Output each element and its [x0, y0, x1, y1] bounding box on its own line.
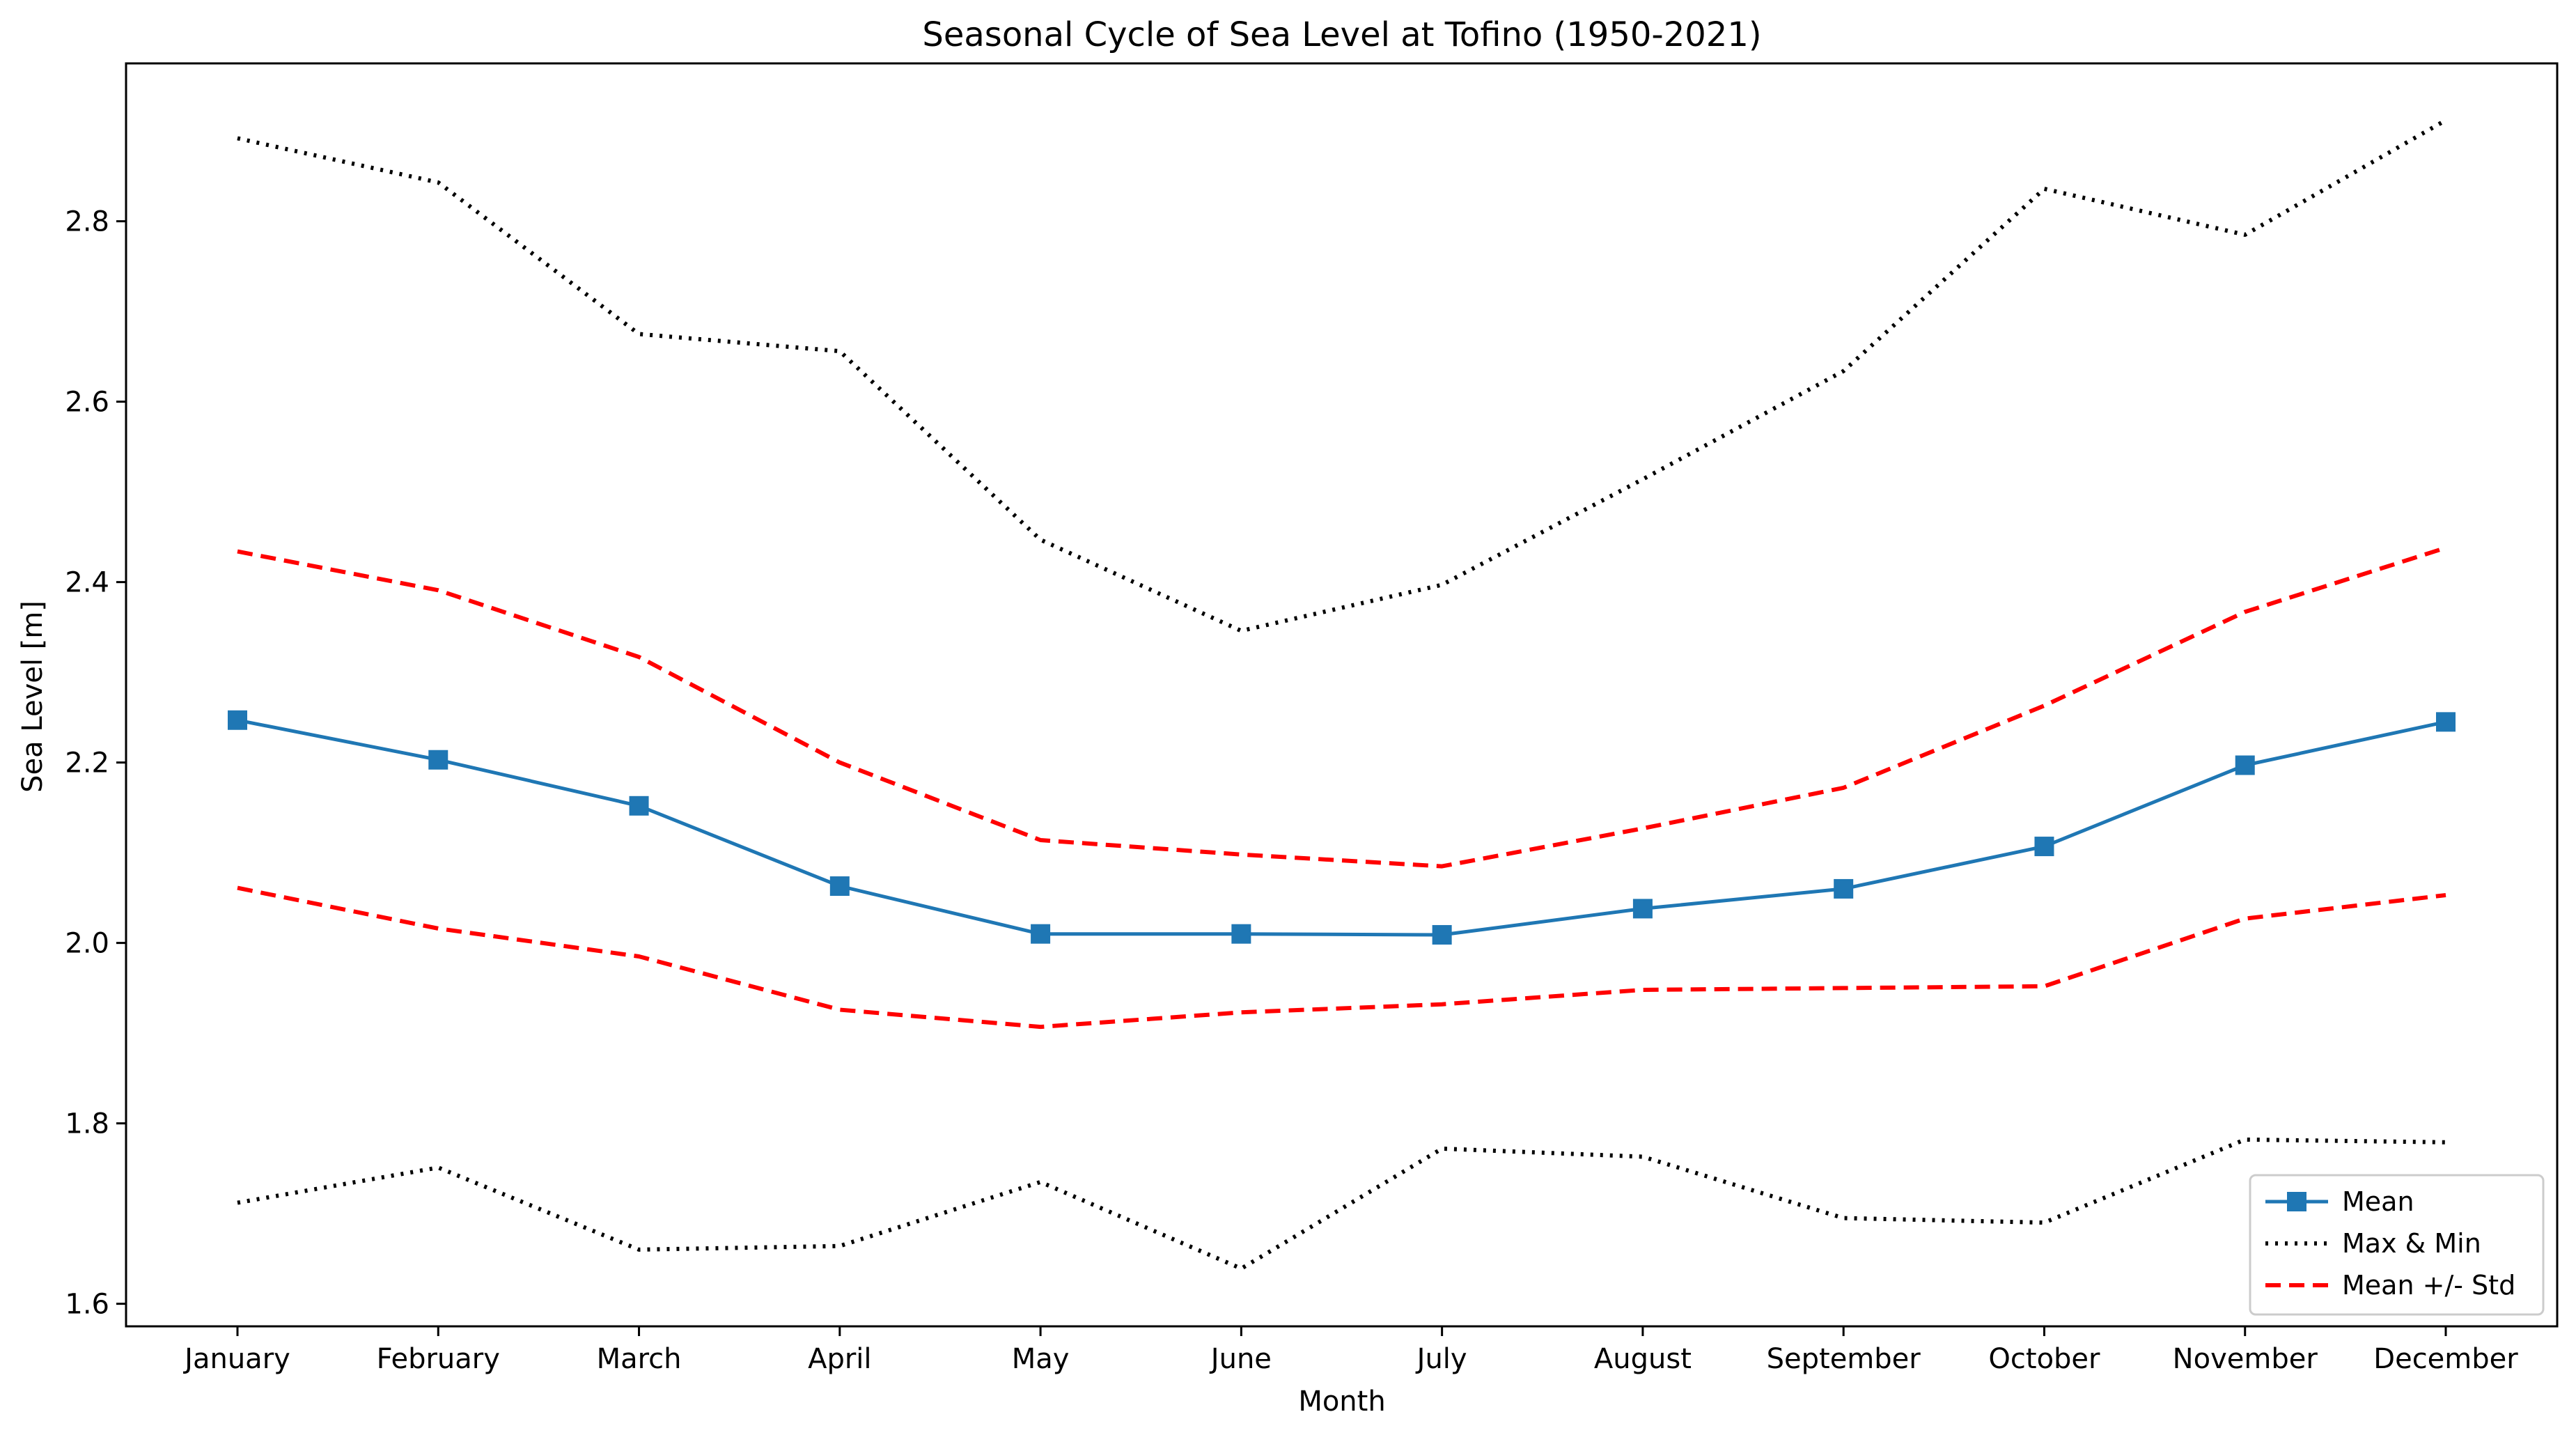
x-tick-label: October [1988, 1343, 2100, 1375]
y-tick-label: 2.2 [65, 747, 109, 779]
data-point-marker [1632, 899, 1653, 919]
x-tick-label: July [1415, 1343, 1467, 1375]
legend-marker [2287, 1192, 2306, 1211]
series-line-min [237, 1137, 2446, 1271]
axes-frame [125, 62, 2559, 1328]
y-tick-label: 1.8 [65, 1108, 109, 1140]
x-tick-label: August [1594, 1343, 1692, 1375]
x-tick-label: January [182, 1343, 290, 1375]
series-line-mean [237, 718, 2446, 937]
data-point-marker [1031, 924, 1051, 944]
data-point-marker [1834, 878, 1854, 899]
plot-area [228, 118, 2456, 1271]
y-tick-label: 1.6 [65, 1289, 109, 1321]
legend-entry-label: Max & Min [2342, 1228, 2481, 1259]
data-point-marker [1231, 924, 1251, 944]
data-point-marker [629, 796, 649, 816]
y-tick-label: 2.8 [65, 206, 109, 238]
y-axis-label: Sea Level [m] [17, 600, 49, 793]
y-tick-label: 2.6 [65, 387, 109, 419]
axes: January February March April May June July Augu… [65, 62, 2559, 1375]
data-point-marker [2235, 755, 2255, 775]
x-tick-label: November [2173, 1343, 2318, 1375]
x-axis-label: Month [1298, 1386, 1385, 1418]
data-point-marker [228, 710, 247, 730]
x-tick-label: May [1012, 1343, 1070, 1375]
legend-entry-label: Mean [2342, 1186, 2414, 1217]
x-tick-label: March [597, 1343, 682, 1375]
legend-box [2249, 1174, 2545, 1316]
y-tick-label: 2.4 [65, 567, 109, 599]
chart-title: Seasonal Cycle of Sea Level at Tofino (1… [922, 15, 1761, 54]
series-line-mean-std [237, 545, 2446, 869]
data-point-marker [2436, 712, 2456, 732]
data-point-marker [428, 750, 448, 770]
legend: Mean Max & Min Mean +/- Std [2249, 1174, 2545, 1316]
x-tick-label: April [808, 1343, 871, 1375]
x-tick-label: September [1767, 1343, 1921, 1375]
data-point-marker [2034, 837, 2054, 857]
data-point-marker [829, 876, 850, 897]
y-tick-label: 2.0 [65, 928, 109, 960]
data-point-marker [1432, 924, 1452, 945]
x-tick-label: December [2373, 1343, 2518, 1375]
series-line-mean-std [237, 885, 2446, 1030]
x-tick-label: June [1209, 1343, 1272, 1375]
x-tick-label: February [377, 1343, 500, 1375]
legend-entry-label: Mean +/- Std [2342, 1270, 2515, 1301]
